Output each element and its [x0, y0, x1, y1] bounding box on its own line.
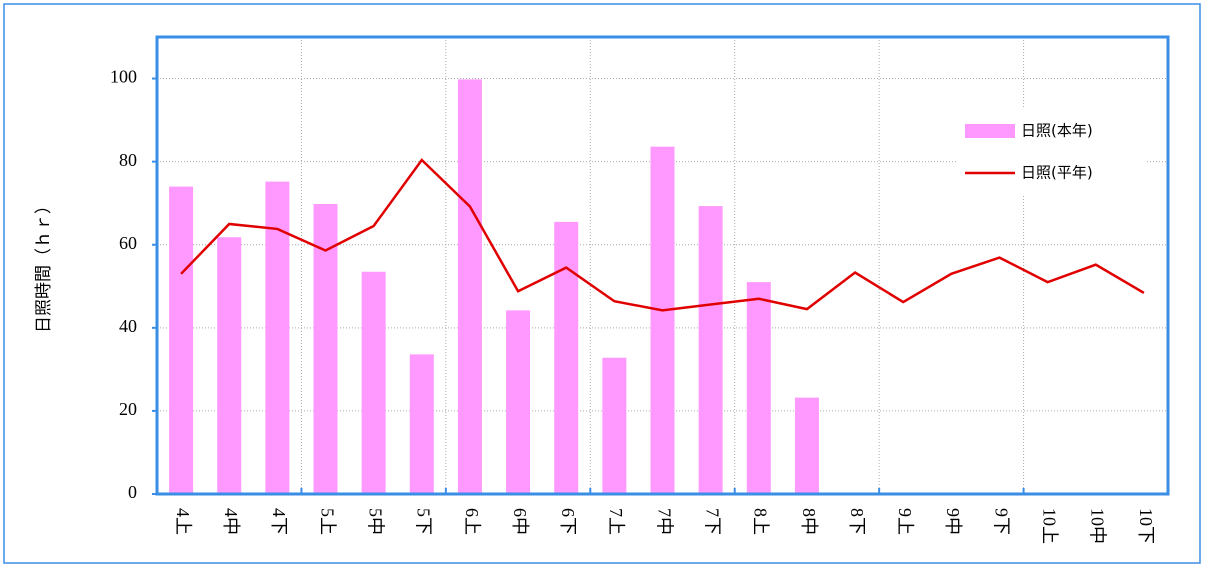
x-tick-label: 8中 — [799, 508, 819, 535]
bar — [169, 186, 194, 494]
bar — [409, 354, 434, 494]
x-tick-label: 4中 — [221, 508, 241, 535]
y-tick-label: 80 — [119, 150, 137, 170]
bar — [650, 146, 675, 494]
bar — [313, 204, 338, 494]
bar — [602, 357, 627, 494]
y-tick-label: 60 — [119, 233, 137, 253]
legend-label: 日照(本年) — [1021, 122, 1093, 140]
bar — [457, 79, 482, 494]
y-tick-label: 100 — [110, 67, 137, 87]
x-tick-label: 5上 — [317, 508, 337, 535]
x-tick-label: 6中 — [510, 508, 530, 535]
x-tick-label: 8下 — [847, 508, 867, 535]
x-tick-label: 8上 — [751, 508, 771, 535]
x-tick-label: 5下 — [414, 508, 434, 535]
x-tick-label: 10下 — [1136, 508, 1156, 544]
x-tick-label: 7中 — [654, 508, 674, 535]
y-tick-label: 40 — [119, 316, 137, 336]
x-tick-label: 9上 — [895, 508, 915, 535]
line — [180, 158, 1145, 312]
y-tick-label: 20 — [119, 399, 137, 419]
x-tick-label: 7下 — [703, 508, 723, 535]
x-tick-label: 5中 — [366, 508, 386, 535]
x-tick-label: 6上 — [462, 508, 482, 535]
bar — [361, 271, 386, 494]
plot-border — [155, 35, 1170, 496]
legend-box — [957, 108, 1147, 194]
x-tick-label: 6下 — [558, 508, 578, 535]
bar — [698, 206, 723, 494]
legend-label: 日照(平年) — [1021, 164, 1093, 182]
bar — [746, 282, 771, 494]
x-tick-label: 4下 — [269, 508, 289, 535]
y-axis-label: 日照時間（ｈｒ） — [34, 197, 54, 333]
bar — [506, 310, 531, 494]
x-tick-label: 9下 — [991, 508, 1011, 535]
bar — [217, 237, 242, 494]
x-tick-label: 7上 — [606, 508, 626, 535]
x-tick-label: 10上 — [1040, 508, 1060, 544]
x-tick-label: 4上 — [173, 508, 193, 535]
bar — [794, 397, 819, 494]
legend-swatch — [965, 124, 1015, 138]
bar — [554, 221, 579, 495]
x-tick-label: 9中 — [943, 508, 963, 535]
y-tick-label: 0 — [128, 482, 137, 502]
x-tick-label: 10中 — [1088, 508, 1108, 544]
